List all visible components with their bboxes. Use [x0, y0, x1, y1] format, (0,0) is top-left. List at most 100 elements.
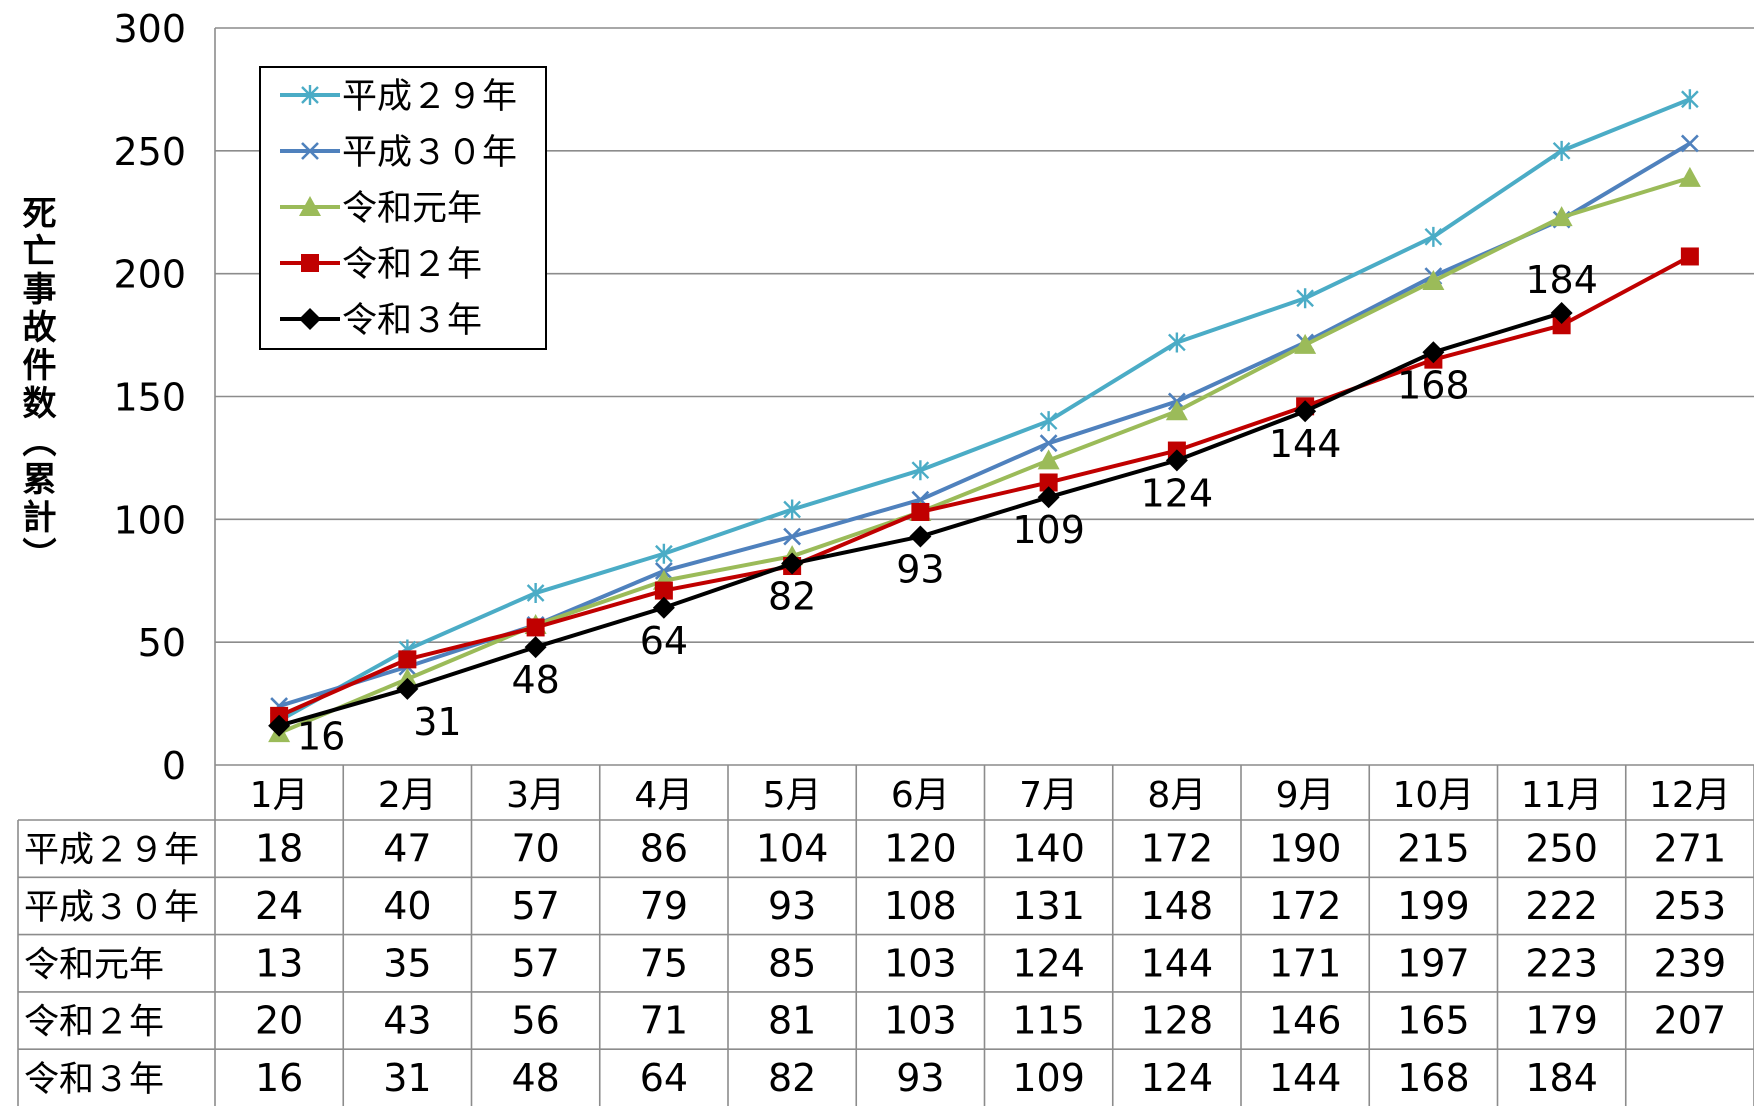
table-cell: 199: [1397, 884, 1470, 928]
table-cell: 146: [1269, 999, 1342, 1043]
series-5-point: [781, 552, 804, 575]
table-cell: 31: [383, 1056, 431, 1100]
y-tick-label: 0: [162, 744, 186, 788]
legend-marker-1: [301, 85, 319, 105]
table-cell: 120: [884, 827, 957, 871]
table-cell: 124: [1012, 941, 1085, 985]
x-category-label: 12月: [1649, 775, 1731, 816]
x-category-label: 10月: [1392, 775, 1474, 816]
series-1-point: [1168, 332, 1186, 353]
legend-marker-3: [299, 196, 321, 216]
x-category-label: 7月: [1019, 775, 1078, 816]
series-2-point: [1680, 134, 1699, 153]
x-category-label: 5月: [763, 775, 822, 816]
table-cell: 140: [1012, 827, 1085, 871]
table-cell: 57: [511, 884, 559, 928]
legend-marker-4: [301, 254, 319, 272]
table-cell: 13: [255, 941, 303, 985]
table-cell: 71: [640, 999, 688, 1043]
legend-label: 平成２９年: [342, 77, 517, 117]
table-row-label: 平成３０年: [24, 888, 199, 928]
table-cell: 271: [1654, 827, 1727, 871]
legend-marker-2: [301, 142, 319, 160]
table-cell: 81: [768, 999, 816, 1043]
series-1-point: [1424, 226, 1443, 247]
table-cell: 93: [768, 884, 816, 928]
table-cell: 56: [511, 999, 559, 1043]
data-label: 93: [896, 548, 944, 592]
table-row-label: 令和元年: [24, 945, 164, 985]
table-cell: 165: [1397, 999, 1470, 1043]
series-1-point: [1296, 288, 1314, 309]
table-cell: 124: [1141, 1056, 1214, 1100]
series-4-point: [654, 581, 673, 600]
series-3-point: [1294, 333, 1317, 354]
table-cell: 215: [1397, 827, 1470, 871]
table-cell: 85: [768, 941, 816, 985]
table-cell: 75: [640, 941, 688, 985]
series-3-point: [1165, 400, 1188, 421]
y-axis-label: 死亡事故件数（累計）: [16, 195, 56, 575]
series-line-1: [278, 97, 1691, 723]
legend-marker-5: [299, 308, 321, 330]
data-label: 109: [1012, 508, 1085, 552]
table-cell: 223: [1525, 941, 1598, 985]
table-cell: 109: [1012, 1056, 1085, 1100]
series-4-point: [911, 502, 930, 521]
series-3-point: [1678, 166, 1701, 187]
table-cell: 64: [640, 1056, 688, 1100]
table-row-label: 令和３年: [24, 1060, 164, 1100]
data-label: 82: [768, 575, 816, 619]
table-cell: 104: [756, 827, 829, 871]
table-cell: 172: [1269, 884, 1342, 928]
data-label: 31: [413, 700, 461, 744]
series-3-point: [1550, 206, 1573, 227]
series-4-point: [1039, 473, 1058, 492]
series-5-point: [1422, 341, 1445, 364]
table-cell: 253: [1654, 884, 1727, 928]
y-tick-label: 150: [113, 376, 186, 420]
series-1-point: [655, 543, 673, 564]
series-2-point: [783, 527, 802, 546]
series-1-point: [526, 583, 545, 604]
table-cell: 144: [1141, 941, 1214, 985]
series-3-point: [1037, 449, 1060, 470]
x-category-label: 9月: [1276, 775, 1335, 816]
x-category-label: 4月: [634, 775, 693, 816]
series-5-point: [1165, 449, 1188, 472]
table-cell: 197: [1397, 941, 1470, 985]
data-label: 124: [1141, 471, 1214, 515]
table-cell: 131: [1012, 884, 1085, 928]
series-1-point: [1039, 411, 1058, 432]
table-cell: 250: [1525, 827, 1598, 871]
y-tick-label: 200: [113, 253, 186, 297]
table-cell: 82: [768, 1056, 816, 1100]
y-tick-label: 50: [138, 621, 186, 665]
table-cell: 239: [1654, 941, 1727, 985]
series-5-point: [652, 596, 675, 619]
series-1-point: [783, 499, 801, 520]
series-5-point: [1037, 486, 1060, 509]
legend-label: 令和３年: [342, 301, 482, 341]
series-5-point: [1550, 301, 1573, 324]
series-5-point: [1294, 400, 1317, 423]
table-cell: 35: [383, 941, 431, 985]
table-cell: 171: [1269, 941, 1342, 985]
series-1-point: [1552, 140, 1571, 161]
table-cell: 148: [1141, 884, 1214, 928]
table-cell: 43: [383, 999, 431, 1043]
table-cell: 207: [1654, 999, 1727, 1043]
table-cell: 108: [884, 884, 957, 928]
series-3-point: [1422, 270, 1445, 291]
table-cell: 18: [255, 827, 303, 871]
table-cell: 93: [896, 1056, 944, 1100]
data-label: 16: [297, 715, 345, 759]
data-label: 48: [511, 658, 559, 702]
x-category-label: 2月: [378, 775, 437, 816]
series-2-point: [1039, 434, 1058, 453]
series-4-point: [526, 618, 545, 637]
series-4-point: [398, 650, 417, 669]
data-label: 144: [1269, 422, 1342, 466]
table-cell: 190: [1269, 827, 1342, 871]
